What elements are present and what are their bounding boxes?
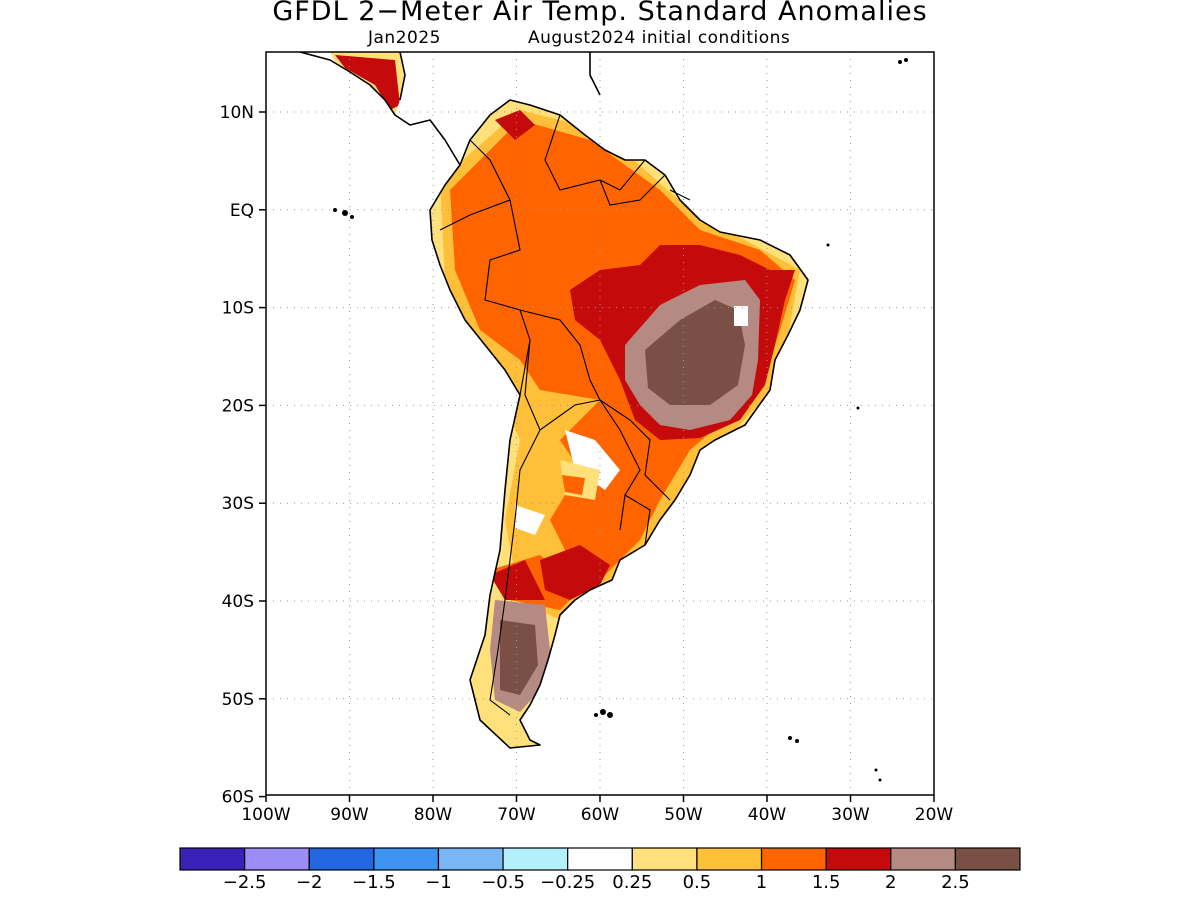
colorbar-swatch: [308, 847, 375, 871]
colorbar-swatch: [502, 847, 569, 871]
subtitle-initial-conditions: August2024 initial conditions: [528, 28, 791, 48]
lon-tick-label: 20W: [915, 805, 954, 825]
lat-tick-label: 60S: [222, 788, 254, 808]
colorbar-label: 0.5: [683, 872, 712, 893]
lon-tick-label: 100W: [241, 805, 290, 825]
colorbar-swatch: [760, 847, 827, 871]
colorbar: −2.5 −2 −1.5 −1 −0.5 −0.25 0.25 0.5 1 1.5 2 2.5: [179, 847, 1021, 893]
colorbar-label: −0.5: [481, 872, 525, 893]
subtitle-target-month: Jan2025: [368, 28, 441, 48]
country-borders: [439, 114, 691, 716]
colorbar-label: 1.5: [812, 872, 841, 893]
colorbar-swatch: [890, 847, 956, 871]
lon-tick-label: 80W: [414, 805, 453, 825]
lat-tick-label: EQ: [230, 201, 254, 221]
colorbar-label: −2: [296, 872, 323, 893]
islands: [333, 58, 908, 782]
colorbar-label: 2.5: [941, 872, 970, 893]
colorbar-swatch: [244, 847, 310, 871]
colorbar-swatch: [696, 847, 763, 871]
lat-tick-label: 20S: [222, 396, 254, 416]
longitude-axis: 100W 90W 80W 70W 60W 50W 40W 30W 20W: [241, 795, 953, 825]
lat-tick-label: 40S: [222, 592, 254, 612]
lon-tick-label: 30W: [831, 805, 870, 825]
colorbar-label: 1: [756, 872, 767, 893]
coastlines: [299, 52, 809, 749]
lat-tick-label: 10S: [222, 299, 254, 319]
graticule-grid: [266, 52, 934, 795]
colorbar-label: −2.5: [223, 872, 267, 893]
colorbar-swatch: [179, 847, 246, 871]
lat-tick-label: 50S: [222, 690, 254, 710]
map-title: GFDL 2−Meter Air Temp. Standard Anomalie…: [272, 0, 928, 27]
colorbar-swatch: [567, 847, 633, 871]
colorbar-label: 0.25: [612, 872, 652, 893]
lat-tick-label: 10N: [220, 103, 254, 123]
colorbar-label: 2: [885, 872, 896, 893]
colorbar-swatch: [437, 847, 504, 871]
colorbar-swatch: [631, 847, 698, 871]
colorbar-label: −0.25: [540, 872, 595, 893]
colorbar-swatch: [954, 847, 1021, 871]
colorbar-label: −1.5: [352, 872, 396, 893]
latitude-axis: 10N EQ 10S 20S 30S 40S 50S 60S: [220, 103, 266, 808]
colorbar-swatch: [825, 847, 892, 871]
colorbar-label: −1: [425, 872, 452, 893]
colorbar-swatch: [373, 847, 440, 871]
lon-tick-label: 60W: [581, 805, 620, 825]
lon-tick-label: 50W: [664, 805, 703, 825]
lon-tick-label: 40W: [748, 805, 787, 825]
lon-tick-label: 70W: [497, 805, 536, 825]
lat-tick-label: 30S: [222, 494, 254, 514]
lon-tick-label: 90W: [330, 805, 369, 825]
